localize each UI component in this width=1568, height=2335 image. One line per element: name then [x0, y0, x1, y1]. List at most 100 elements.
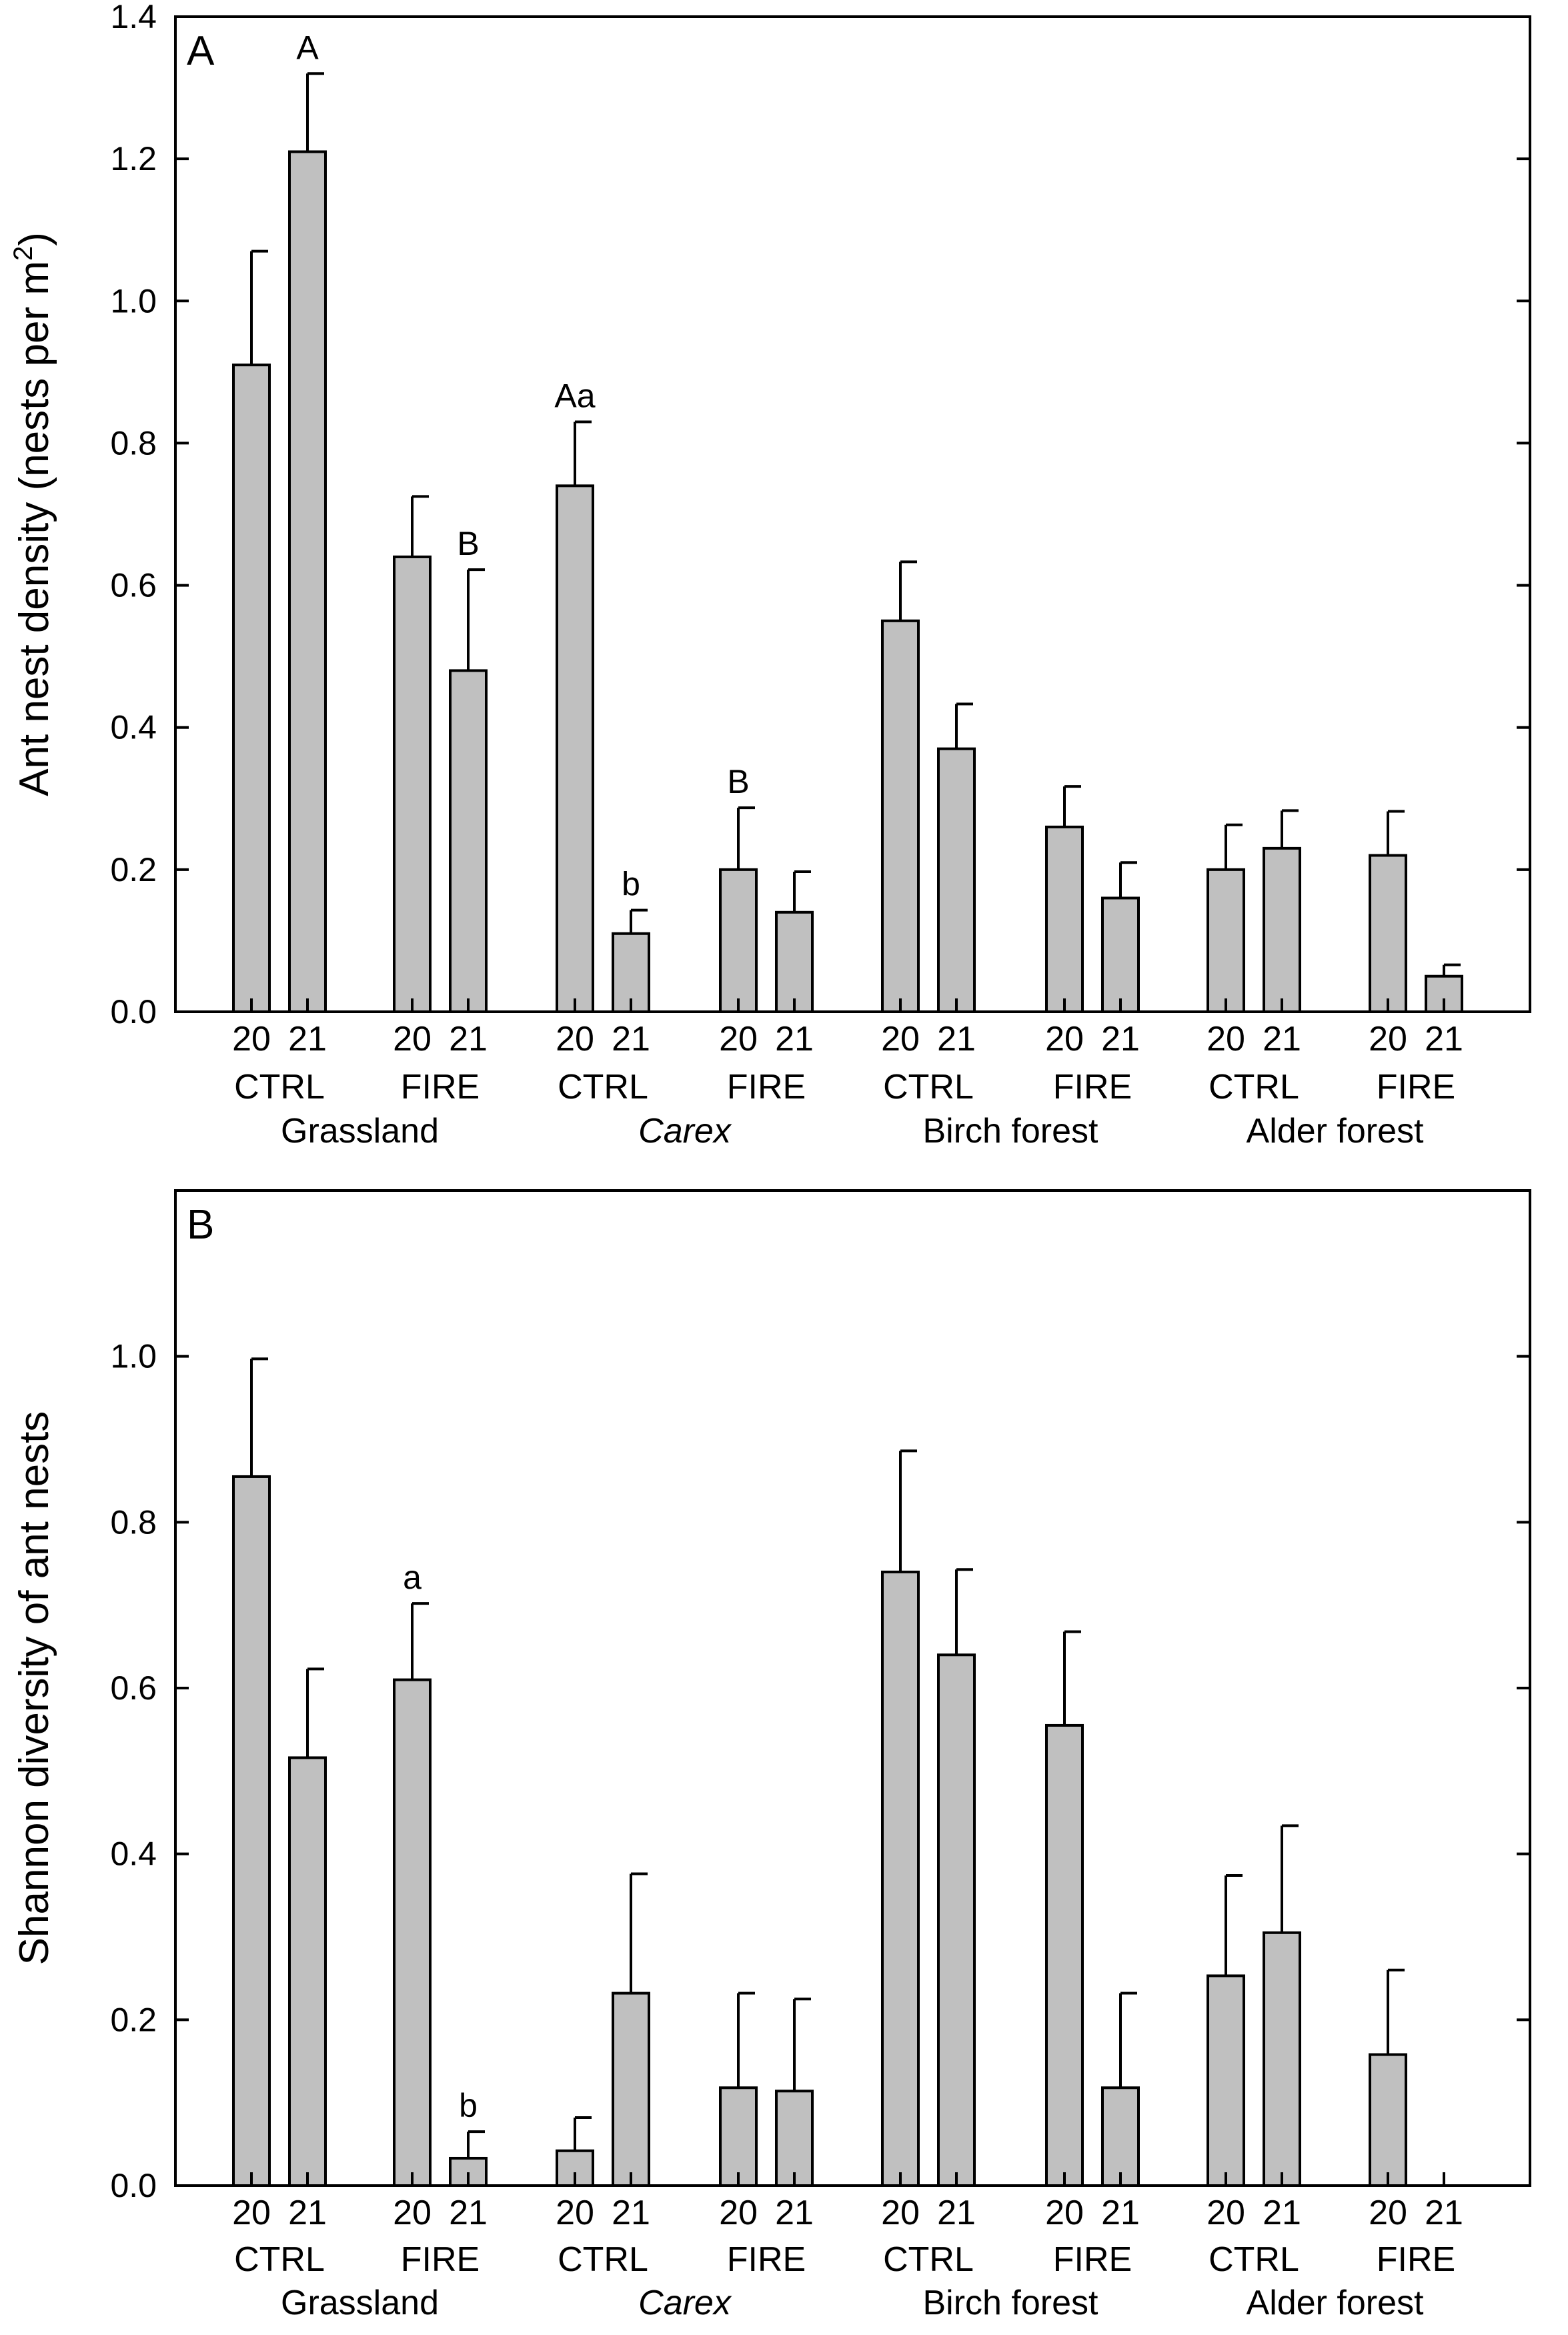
y-tick-label: 1.2	[110, 140, 157, 177]
treatment-label: CTRL	[1209, 1068, 1299, 1106]
bar	[937, 1653, 976, 2187]
year-label: 21	[1101, 2194, 1140, 2232]
year-label: 20	[1369, 1020, 1407, 1058]
bar	[881, 619, 920, 1013]
bar	[1369, 2053, 1407, 2187]
year-label: 21	[775, 2194, 814, 2232]
year-label: 21	[449, 2194, 488, 2232]
treatment-label: CTRL	[234, 2240, 325, 2279]
plot-frame	[174, 1189, 1531, 2187]
year-label: 20	[556, 2194, 594, 2232]
bar	[881, 1570, 920, 2187]
year-label: 20	[1045, 2194, 1084, 2232]
treatment-label: FIRE	[401, 1068, 480, 1106]
y-axis-title: Shannon diversity of ant nests	[11, 1411, 57, 1966]
year-label: 20	[1207, 2194, 1245, 2232]
bar	[1045, 1723, 1084, 2187]
year-label: 20	[556, 1020, 594, 1058]
bar	[719, 868, 758, 1014]
year-label: 20	[232, 1020, 271, 1058]
habitat-label: Grassland	[281, 2284, 439, 2322]
year-label: 21	[775, 1020, 814, 1058]
year-label: 20	[719, 1020, 758, 1058]
bar	[288, 1756, 327, 2187]
significance-label: Aa	[554, 377, 595, 414]
significance-label: b	[459, 2087, 478, 2124]
treatment-label: CTRL	[883, 1068, 974, 1106]
bar	[232, 363, 271, 1013]
habitat-label: Birch forest	[923, 2284, 1099, 2322]
year-label: 21	[612, 1020, 650, 1058]
treatment-label: FIRE	[1053, 2240, 1132, 2279]
bar	[449, 669, 488, 1013]
y-tick-label: 0.0	[110, 2167, 157, 2204]
year-label: 21	[1263, 1020, 1301, 1058]
year-label: 21	[1425, 1020, 1463, 1058]
bar	[232, 1475, 271, 2187]
y-tick-label: 0.8	[110, 424, 157, 462]
significance-label: b	[622, 866, 640, 903]
bar	[1101, 896, 1140, 1013]
plot-frame	[174, 15, 1531, 1013]
year-label: 21	[1263, 2194, 1301, 2232]
y-tick-label: 0.0	[110, 993, 157, 1030]
y-axis-title: Ant nest density (nests per m2)	[9, 232, 57, 796]
year-label: 20	[232, 2194, 271, 2232]
panel-label: A	[187, 28, 215, 74]
y-tick-label: 0.6	[110, 567, 157, 604]
year-label: 20	[881, 1020, 920, 1058]
habitat-label: Alder forest	[1247, 1112, 1424, 1150]
treatment-label: CTRL	[558, 1068, 648, 1106]
bar	[1263, 1931, 1301, 2188]
y-tick-label: 0.4	[110, 1835, 157, 1873]
bar	[393, 555, 432, 1013]
bar	[1263, 846, 1301, 1014]
year-label: 21	[612, 2194, 650, 2232]
panel-label: B	[187, 1202, 214, 1248]
treatment-label: CTRL	[1209, 2240, 1299, 2279]
year-label: 20	[1207, 1020, 1245, 1058]
year-label: 21	[1101, 1020, 1140, 1058]
year-label: 20	[393, 2194, 432, 2232]
treatment-label: FIRE	[401, 2240, 480, 2279]
year-label: 21	[288, 1020, 327, 1058]
year-label: 21	[937, 2194, 976, 2232]
y-tick-label: 0.4	[110, 709, 157, 746]
bar	[1101, 2086, 1140, 2187]
habitat-label: Birch forest	[923, 1112, 1099, 1150]
habitat-label: Carex	[638, 1112, 732, 1150]
treatment-label: FIRE	[1377, 2240, 1455, 2279]
panel-a: A 0.0 0.2 0.4 0.6 0.8 1.0 1.2 1.4 Ant nest densit…	[9, 0, 1531, 1150]
bar	[1207, 1974, 1245, 2188]
bar	[937, 747, 976, 1013]
treatment-label: CTRL	[234, 1068, 325, 1106]
habitat-label: Carex	[638, 2284, 732, 2322]
y-tick-label: 0.2	[110, 2001, 157, 2038]
bar	[288, 150, 327, 1013]
habitat-label: Grassland	[281, 1112, 439, 1150]
bar	[775, 2090, 814, 2188]
bar	[1369, 854, 1407, 1013]
treatment-label: FIRE	[1377, 1068, 1455, 1106]
treatment-label: FIRE	[1053, 1068, 1132, 1106]
bar	[612, 1992, 650, 2187]
year-label: 21	[1425, 2194, 1463, 2232]
y-axis-title-superscript: 2	[9, 246, 38, 261]
year-label: 20	[881, 2194, 920, 2232]
y-tick-label: 0.8	[110, 1503, 157, 1541]
year-label: 20	[1045, 1020, 1084, 1058]
panel-b: B 0.0 0.2 0.4 0.6 0.8 1.0 Shannon diversity of …	[11, 1189, 1531, 2322]
treatment-label: FIRE	[727, 1068, 806, 1106]
year-label: 20	[1369, 2194, 1407, 2232]
year-label: 20	[719, 2194, 758, 2232]
significance-label: B	[457, 525, 479, 562]
significance-label: A	[296, 29, 319, 66]
bar	[393, 1678, 432, 2187]
y-axis-title-main: Ant nest density (nests per m	[11, 261, 57, 796]
bar	[556, 484, 594, 1013]
y-tick-label: 1.4	[110, 0, 157, 35]
treatment-label: CTRL	[883, 2240, 974, 2279]
y-axis-title-main: Shannon diversity of ant nests	[11, 1411, 57, 1966]
bar	[1045, 825, 1084, 1014]
